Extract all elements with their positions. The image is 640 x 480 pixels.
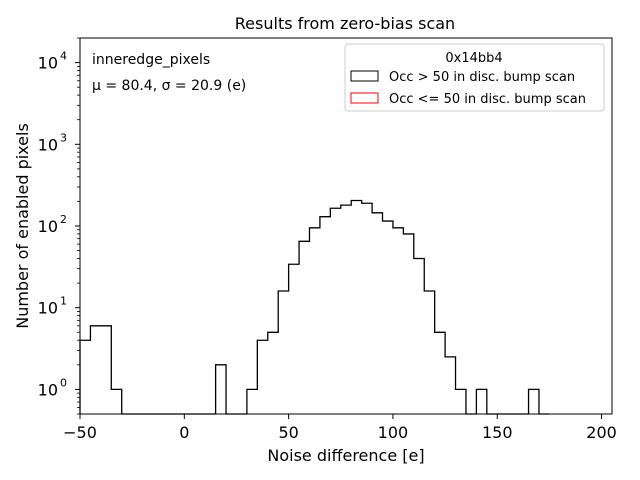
- legend-swatch-occ-high: [350, 70, 379, 82]
- x-tick-label: 0: [179, 423, 189, 442]
- y-tick-exponent: 4: [60, 50, 67, 63]
- legend-entry-occ-low: Occ <= 50 in disc. bump scan: [389, 92, 586, 107]
- y-tick-label: 10: [38, 135, 58, 154]
- x-axis-label: Noise difference [e]: [267, 446, 424, 465]
- x-tick-label: 200: [586, 423, 617, 442]
- y-axis-label: Number of enabled pixels: [13, 123, 32, 329]
- legend-swatch-occ-low: [350, 92, 379, 104]
- y-tick-label: 10: [38, 54, 58, 73]
- y-tick-label: 10: [38, 299, 58, 318]
- x-tick-label: 50: [278, 423, 298, 442]
- x-tick-label: 150: [482, 423, 513, 442]
- y-tick-exponent: 2: [60, 213, 67, 226]
- x-tick-label: 100: [378, 423, 409, 442]
- y-tick-label: 10: [38, 380, 58, 399]
- legend-title: 0x14bb4: [445, 51, 502, 66]
- y-tick-label: 10: [38, 217, 58, 236]
- legend-frame: [344, 43, 605, 112]
- dataset-label: inneredge_pixels: [92, 52, 210, 68]
- y-tick-exponent: 3: [60, 131, 67, 144]
- chart-title: Results from zero-bias scan: [235, 14, 455, 33]
- legend: 0x14bb4 Occ > 50 in disc. bump scan Occ …: [344, 43, 605, 112]
- stats-label: μ = 80.4, σ = 20.9 (e): [92, 78, 246, 94]
- legend-entry-occ-high: Occ > 50 in disc. bump scan: [389, 70, 575, 85]
- x-tick-label: −50: [63, 423, 97, 442]
- annotations: inneredge_pixels μ = 80.4, σ = 20.9 (e): [92, 52, 246, 94]
- y-tick-exponent: 0: [60, 376, 67, 389]
- y-tick-exponent: 1: [60, 295, 67, 308]
